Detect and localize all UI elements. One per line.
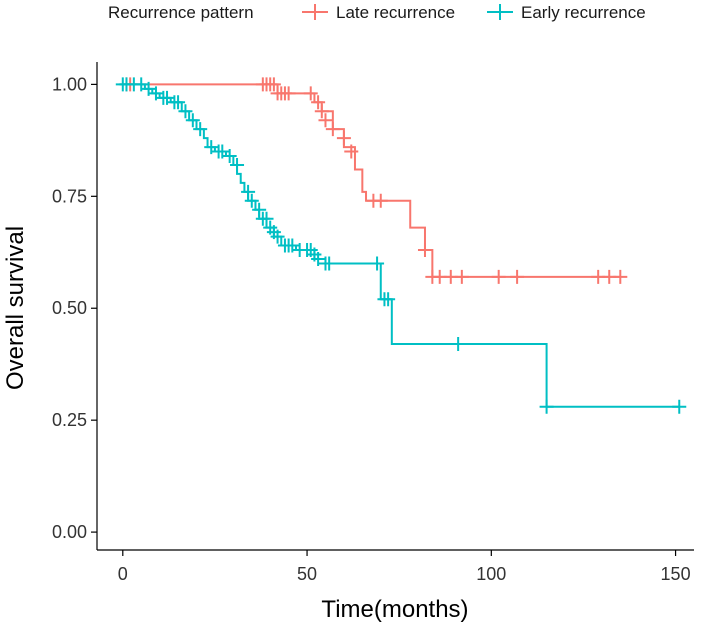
censor-mark bbox=[381, 292, 396, 307]
y-tick-label: 0.25 bbox=[52, 410, 87, 430]
censor-mark bbox=[311, 95, 326, 110]
censor-mark bbox=[193, 122, 208, 137]
y-tick-label: 0.00 bbox=[52, 522, 87, 542]
survival-step-line bbox=[122, 83, 680, 408]
censor-mark bbox=[270, 229, 285, 244]
censor-mark bbox=[171, 95, 186, 110]
censor-mark bbox=[241, 184, 256, 199]
censor-mark bbox=[613, 269, 628, 284]
censor-mark bbox=[314, 104, 329, 119]
x-ticks: 0 50 100 150 bbox=[118, 550, 691, 584]
legend-key-late bbox=[302, 4, 328, 20]
censor-mark bbox=[185, 113, 200, 128]
legend-label-early: Early recurrence bbox=[521, 3, 646, 22]
censor-mark bbox=[222, 149, 237, 164]
x-axis-title: Time(months) bbox=[321, 596, 468, 623]
censor-mark bbox=[318, 113, 333, 128]
censor-mark bbox=[322, 256, 337, 271]
censor-mark bbox=[281, 86, 296, 101]
censor-mark bbox=[259, 211, 274, 226]
censor-mark bbox=[325, 122, 340, 137]
censor-mark bbox=[230, 157, 245, 172]
censor-mark bbox=[491, 269, 506, 284]
legend-title: Recurrence pattern bbox=[108, 3, 254, 22]
axes bbox=[96, 62, 694, 551]
censor-mark bbox=[454, 269, 469, 284]
censor-mark bbox=[148, 86, 163, 101]
censor-mark bbox=[204, 140, 219, 155]
censor-mark bbox=[303, 86, 318, 101]
censor-mark bbox=[266, 77, 281, 92]
y-tick-label: 0.75 bbox=[52, 186, 87, 206]
censor-mark bbox=[285, 238, 300, 253]
censor-mark bbox=[311, 251, 326, 266]
censor-mark bbox=[417, 243, 432, 258]
censor-mark bbox=[252, 202, 267, 217]
censor-mark bbox=[141, 81, 156, 96]
y-tick-label: 0.50 bbox=[52, 298, 87, 318]
x-tick-label: 150 bbox=[661, 564, 691, 584]
legend-key-early bbox=[487, 4, 513, 20]
censor-mark bbox=[178, 104, 193, 119]
y-axis-title: Overall survival bbox=[2, 226, 29, 390]
x-tick-label: 100 bbox=[476, 564, 506, 584]
censor-mark bbox=[160, 90, 175, 105]
series-early-recurrence bbox=[115, 77, 687, 414]
series-layer bbox=[115, 77, 687, 414]
censor-mark bbox=[510, 269, 525, 284]
survival-step-line bbox=[122, 83, 621, 278]
y-tick-label: 1.00 bbox=[52, 74, 87, 94]
series-late-recurrence bbox=[119, 77, 628, 284]
legend-label-late: Late recurrence bbox=[336, 3, 455, 22]
censor-mark bbox=[134, 77, 149, 92]
censor-mark bbox=[336, 131, 351, 146]
censor-mark bbox=[373, 193, 388, 208]
censor-mark bbox=[215, 144, 230, 159]
y-ticks: 0.00 0.25 0.50 0.75 1.00 bbox=[52, 74, 97, 542]
x-tick-label: 50 bbox=[297, 564, 317, 584]
legend: Recurrence pattern Late recurrence Early… bbox=[108, 3, 646, 22]
censor-mark bbox=[451, 337, 466, 352]
censor-mark bbox=[344, 144, 359, 159]
censor-mark bbox=[244, 193, 259, 208]
censor-mark bbox=[539, 399, 554, 414]
censor-mark bbox=[672, 399, 687, 414]
x-tick-label: 0 bbox=[118, 564, 128, 584]
censor-mark bbox=[370, 256, 385, 271]
